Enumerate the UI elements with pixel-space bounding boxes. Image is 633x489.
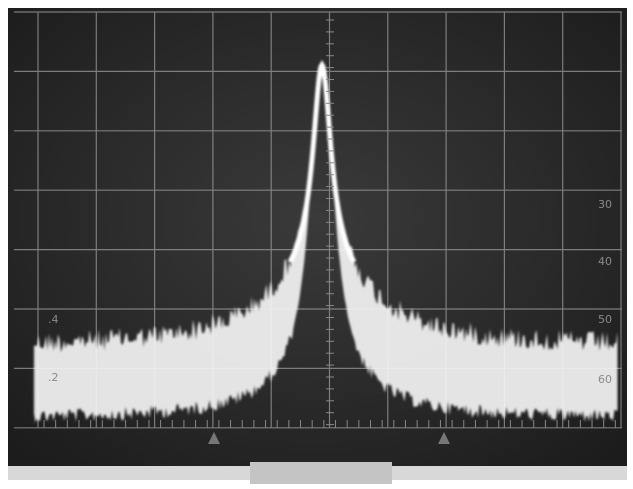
marker <box>438 432 450 444</box>
graticule-label: 50 <box>598 313 612 326</box>
graticule-label: 60 <box>598 373 612 386</box>
graticule <box>14 11 622 429</box>
graticule-label: .4 <box>48 313 59 326</box>
noise-band <box>34 64 618 423</box>
peak-core <box>287 60 357 264</box>
graticule-label: 30 <box>598 198 612 211</box>
graticule-label: 40 <box>598 255 612 268</box>
graticule-label: .2 <box>48 371 59 384</box>
marker <box>208 432 220 444</box>
bezel-tab <box>250 462 392 484</box>
trace <box>34 60 618 423</box>
graticule-marks <box>43 19 616 444</box>
